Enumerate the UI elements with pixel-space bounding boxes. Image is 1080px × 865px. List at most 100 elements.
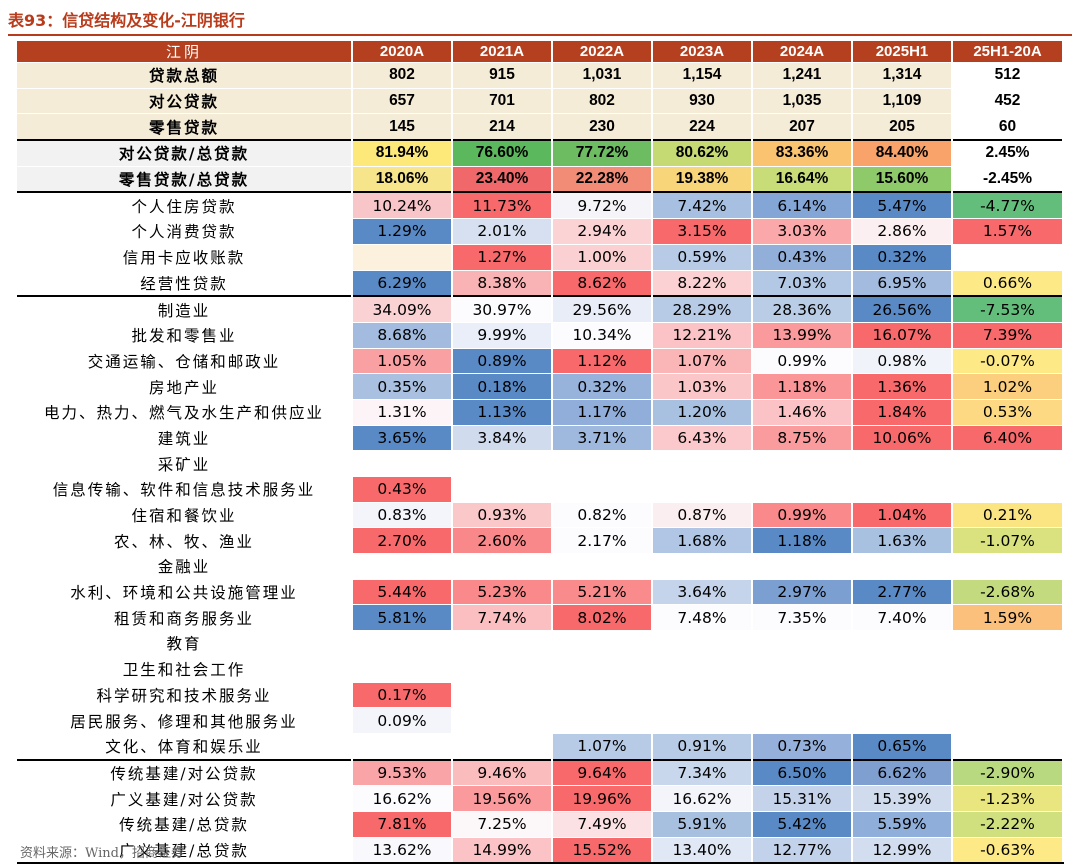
value-cell xyxy=(552,476,653,503)
row-label: 电力、热力、燃气及水生产和供应业 xyxy=(17,399,353,426)
value-cell: 8.02% xyxy=(552,604,653,632)
row-label: 广义基建/对公贷款 xyxy=(17,785,353,812)
value-cell: 0.93% xyxy=(452,502,553,529)
value-cell: 0.91% xyxy=(652,733,753,761)
table-row: 对公贷款 657 701 802 930 1,035 1,109 452 xyxy=(17,88,1064,115)
row-label: 住宿和餐饮业 xyxy=(17,502,353,529)
value-cell: 657 xyxy=(352,88,453,115)
value-cell: 802 xyxy=(552,88,653,115)
row-label: 科学研究和技术服务业 xyxy=(17,682,353,709)
value-cell: 2.70% xyxy=(352,527,453,555)
value-cell xyxy=(852,476,953,503)
value-cell xyxy=(652,682,753,709)
value-cell: 0.43% xyxy=(352,476,453,503)
value-cell: 930 xyxy=(652,88,753,115)
value-cell: -2.22% xyxy=(952,811,1064,838)
value-cell xyxy=(852,656,953,683)
value-cell: 12.99% xyxy=(852,837,953,865)
value-cell: -1.07% xyxy=(952,527,1064,555)
value-cell: 1.02% xyxy=(952,373,1064,400)
value-cell: 1.68% xyxy=(652,527,753,555)
value-cell: 2.60% xyxy=(452,527,553,555)
value-cell: 7.81% xyxy=(352,811,453,838)
table-title: 表93：信贷结构及变化-江阴银行 xyxy=(8,11,245,30)
table-row: 建筑业 3.65% 3.84% 3.71% 6.43% 8.75% 10.06% 6.40% xyxy=(17,425,1064,452)
value-cell: 77.72% xyxy=(552,139,653,167)
value-cell: 16.62% xyxy=(652,785,753,812)
value-cell: 1.31% xyxy=(352,399,453,426)
row-label: 对公贷款 xyxy=(17,88,353,115)
row-label: 信息传输、软件和信息技术服务业 xyxy=(17,476,353,503)
row-label: 传统基建/总贷款 xyxy=(17,811,353,838)
value-cell: 14.99% xyxy=(452,837,553,865)
table-row: 交通运输、仓储和邮政业 1.05% 0.89% 1.12% 1.07% 0.99% 0.98… xyxy=(17,348,1064,375)
value-cell: 3.71% xyxy=(552,425,653,452)
value-cell: 5.91% xyxy=(652,811,753,838)
value-cell xyxy=(752,450,853,477)
value-cell xyxy=(952,707,1064,734)
value-cell: 0.32% xyxy=(552,373,653,400)
header-period: 2020A xyxy=(352,41,453,63)
value-cell: 8.75% xyxy=(752,425,853,452)
value-cell: 1.17% xyxy=(552,399,653,426)
value-cell: 0.53% xyxy=(952,399,1064,426)
value-cell: 230 xyxy=(552,113,653,141)
table-row: 贷款总额 802 915 1,031 1,154 1,241 1,314 512 xyxy=(17,62,1064,89)
value-cell: 16.62% xyxy=(352,785,453,812)
value-cell: 0.89% xyxy=(452,348,553,375)
value-cell: 7.03% xyxy=(752,270,853,297)
value-cell: 5.47% xyxy=(852,191,953,220)
header-row: 江阴 2020A 2021A 2022A 2023A 2024A 2025H1 25H1-20… xyxy=(17,41,1064,63)
value-cell xyxy=(452,450,553,477)
value-cell xyxy=(552,656,653,683)
row-label: 农、林、牧、渔业 xyxy=(17,527,353,555)
value-cell: 5.21% xyxy=(552,579,653,606)
title-rule xyxy=(8,34,1072,36)
value-cell xyxy=(952,656,1064,683)
value-cell xyxy=(852,630,953,657)
row-label: 零售贷款 xyxy=(17,113,353,141)
value-cell xyxy=(752,630,853,657)
header-bank-name: 江阴 xyxy=(17,41,353,63)
table-row: 居民服务、修理和其他服务业 0.09% xyxy=(17,707,1064,734)
value-cell: 81.94% xyxy=(352,139,453,167)
value-cell: 0.82% xyxy=(552,502,653,529)
table-row: 信息传输、软件和信息技术服务业 0.43% xyxy=(17,476,1064,503)
value-cell: 512 xyxy=(952,62,1064,89)
value-cell xyxy=(852,682,953,709)
table-row: 电力、热力、燃气及水生产和供应业 1.31% 1.13% 1.17% 1.20% 1.46… xyxy=(17,399,1064,426)
value-cell: 0.32% xyxy=(852,244,953,271)
header-period: 2024A xyxy=(752,41,853,63)
value-cell: 2.97% xyxy=(752,579,853,606)
row-label: 批发和零售业 xyxy=(17,322,353,349)
value-cell: 3.03% xyxy=(752,218,853,245)
table-body: 江阴 2020A 2021A 2022A 2023A 2024A 2025H1 25H1-20… xyxy=(17,41,1064,865)
value-cell xyxy=(952,630,1064,657)
value-cell: 7.49% xyxy=(552,811,653,838)
table-row: 零售贷款 145 214 230 224 207 205 60 xyxy=(17,113,1064,141)
table-row: 科学研究和技术服务业 0.17% xyxy=(17,682,1064,709)
value-cell xyxy=(752,656,853,683)
value-cell: 1.29% xyxy=(352,218,453,245)
value-cell: 28.36% xyxy=(752,295,853,323)
value-cell xyxy=(652,656,753,683)
value-cell: 3.84% xyxy=(452,425,553,452)
value-cell: 16.07% xyxy=(852,322,953,349)
value-cell: 1.13% xyxy=(452,399,553,426)
value-cell: -7.53% xyxy=(952,295,1064,323)
row-label: 零售贷款/总贷款 xyxy=(17,166,353,193)
source-note: 资料来源：Wind，招商证券 xyxy=(20,846,184,861)
row-label: 建筑业 xyxy=(17,425,353,452)
value-cell: 1.46% xyxy=(752,399,853,426)
value-cell xyxy=(652,630,753,657)
value-cell: 29.56% xyxy=(552,295,653,323)
value-cell: 80.62% xyxy=(652,139,753,167)
table-row: 卫生和社会工作 xyxy=(17,656,1064,683)
row-label: 文化、体育和娱乐业 xyxy=(17,733,353,761)
value-cell: 1,241 xyxy=(752,62,853,89)
value-cell xyxy=(652,476,753,503)
value-cell: 915 xyxy=(452,62,553,89)
row-label: 居民服务、修理和其他服务业 xyxy=(17,707,353,734)
value-cell: 19.56% xyxy=(452,785,553,812)
value-cell: 12.77% xyxy=(752,837,853,865)
